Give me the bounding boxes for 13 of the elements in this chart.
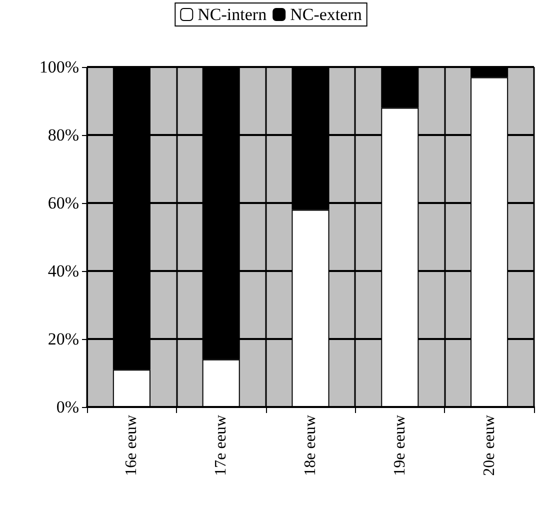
y-tick-label: 0%: [56, 398, 79, 416]
x-tick-label: 17e eeuw: [212, 414, 230, 476]
x-tick-label: 19e eeuw: [391, 414, 408, 476]
legend-label: NC-extern: [290, 5, 362, 24]
y-tick-label: 60%: [48, 194, 79, 212]
x-tick-label: 20e eeuw: [480, 414, 498, 476]
x-tick-label: 18e eeuw: [302, 414, 319, 476]
y-tick-label: 20%: [48, 330, 79, 348]
x-tick-label: 16e eeuw: [123, 414, 140, 476]
y-tick-label: 80%: [48, 126, 79, 144]
y-tick-label: 40%: [48, 262, 79, 280]
legend-label: NC-intern: [198, 5, 268, 24]
y-tick-label: 100%: [39, 58, 79, 76]
